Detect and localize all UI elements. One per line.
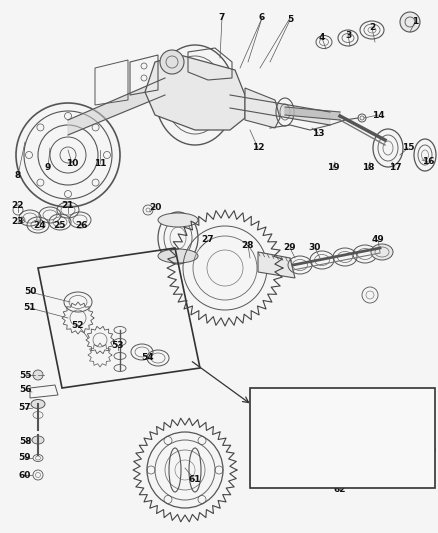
- Text: 25: 25: [54, 221, 66, 230]
- Polygon shape: [145, 55, 245, 130]
- Ellipse shape: [31, 400, 45, 408]
- Polygon shape: [230, 95, 330, 125]
- Text: 22: 22: [12, 201, 24, 211]
- Text: 19: 19: [327, 164, 339, 173]
- Text: 2: 2: [369, 23, 375, 33]
- Text: 24: 24: [34, 221, 46, 230]
- Text: 17: 17: [389, 163, 401, 172]
- Text: 15: 15: [402, 143, 414, 152]
- Text: 12: 12: [252, 143, 264, 152]
- Text: 52: 52: [72, 320, 84, 329]
- Text: 50: 50: [24, 287, 36, 296]
- Text: 11: 11: [94, 158, 106, 167]
- Text: 4: 4: [319, 34, 325, 43]
- Circle shape: [160, 50, 184, 74]
- Polygon shape: [245, 88, 280, 128]
- Text: 57: 57: [19, 403, 31, 413]
- Text: 21: 21: [62, 201, 74, 211]
- Text: 20: 20: [149, 203, 161, 212]
- Text: 60: 60: [19, 471, 31, 480]
- Text: 27: 27: [201, 236, 214, 245]
- Circle shape: [33, 370, 43, 380]
- FancyBboxPatch shape: [250, 388, 435, 488]
- Text: 49: 49: [371, 236, 385, 245]
- Text: 9: 9: [45, 164, 51, 173]
- Text: 16: 16: [422, 157, 434, 166]
- Text: 23: 23: [12, 217, 24, 227]
- Polygon shape: [68, 78, 165, 135]
- Text: 55: 55: [19, 370, 31, 379]
- Text: 7: 7: [219, 13, 225, 22]
- Text: 3: 3: [345, 30, 351, 39]
- Text: 58: 58: [19, 438, 31, 447]
- Polygon shape: [285, 107, 340, 120]
- Circle shape: [400, 12, 420, 32]
- Circle shape: [421, 443, 435, 457]
- Text: 14: 14: [372, 110, 384, 119]
- Text: 26: 26: [76, 221, 88, 230]
- Ellipse shape: [371, 244, 393, 260]
- Text: 6: 6: [259, 13, 265, 22]
- Text: 51: 51: [24, 303, 36, 312]
- Ellipse shape: [158, 213, 198, 227]
- Text: 53: 53: [112, 341, 124, 350]
- Ellipse shape: [32, 436, 44, 444]
- Text: 18: 18: [362, 164, 374, 173]
- Text: 29: 29: [284, 244, 297, 253]
- Text: 5: 5: [287, 15, 293, 25]
- Text: 61: 61: [189, 475, 201, 484]
- Text: 59: 59: [19, 454, 31, 463]
- Text: 54: 54: [141, 353, 154, 362]
- Text: 13: 13: [312, 128, 324, 138]
- Polygon shape: [258, 252, 295, 278]
- Ellipse shape: [158, 249, 198, 263]
- Text: 1: 1: [412, 18, 418, 27]
- Text: 62: 62: [334, 486, 346, 495]
- Text: 56: 56: [19, 385, 31, 394]
- Text: 10: 10: [66, 158, 78, 167]
- Text: 30: 30: [309, 244, 321, 253]
- Polygon shape: [335, 425, 380, 455]
- Text: 28: 28: [242, 240, 254, 249]
- Text: 8: 8: [15, 171, 21, 180]
